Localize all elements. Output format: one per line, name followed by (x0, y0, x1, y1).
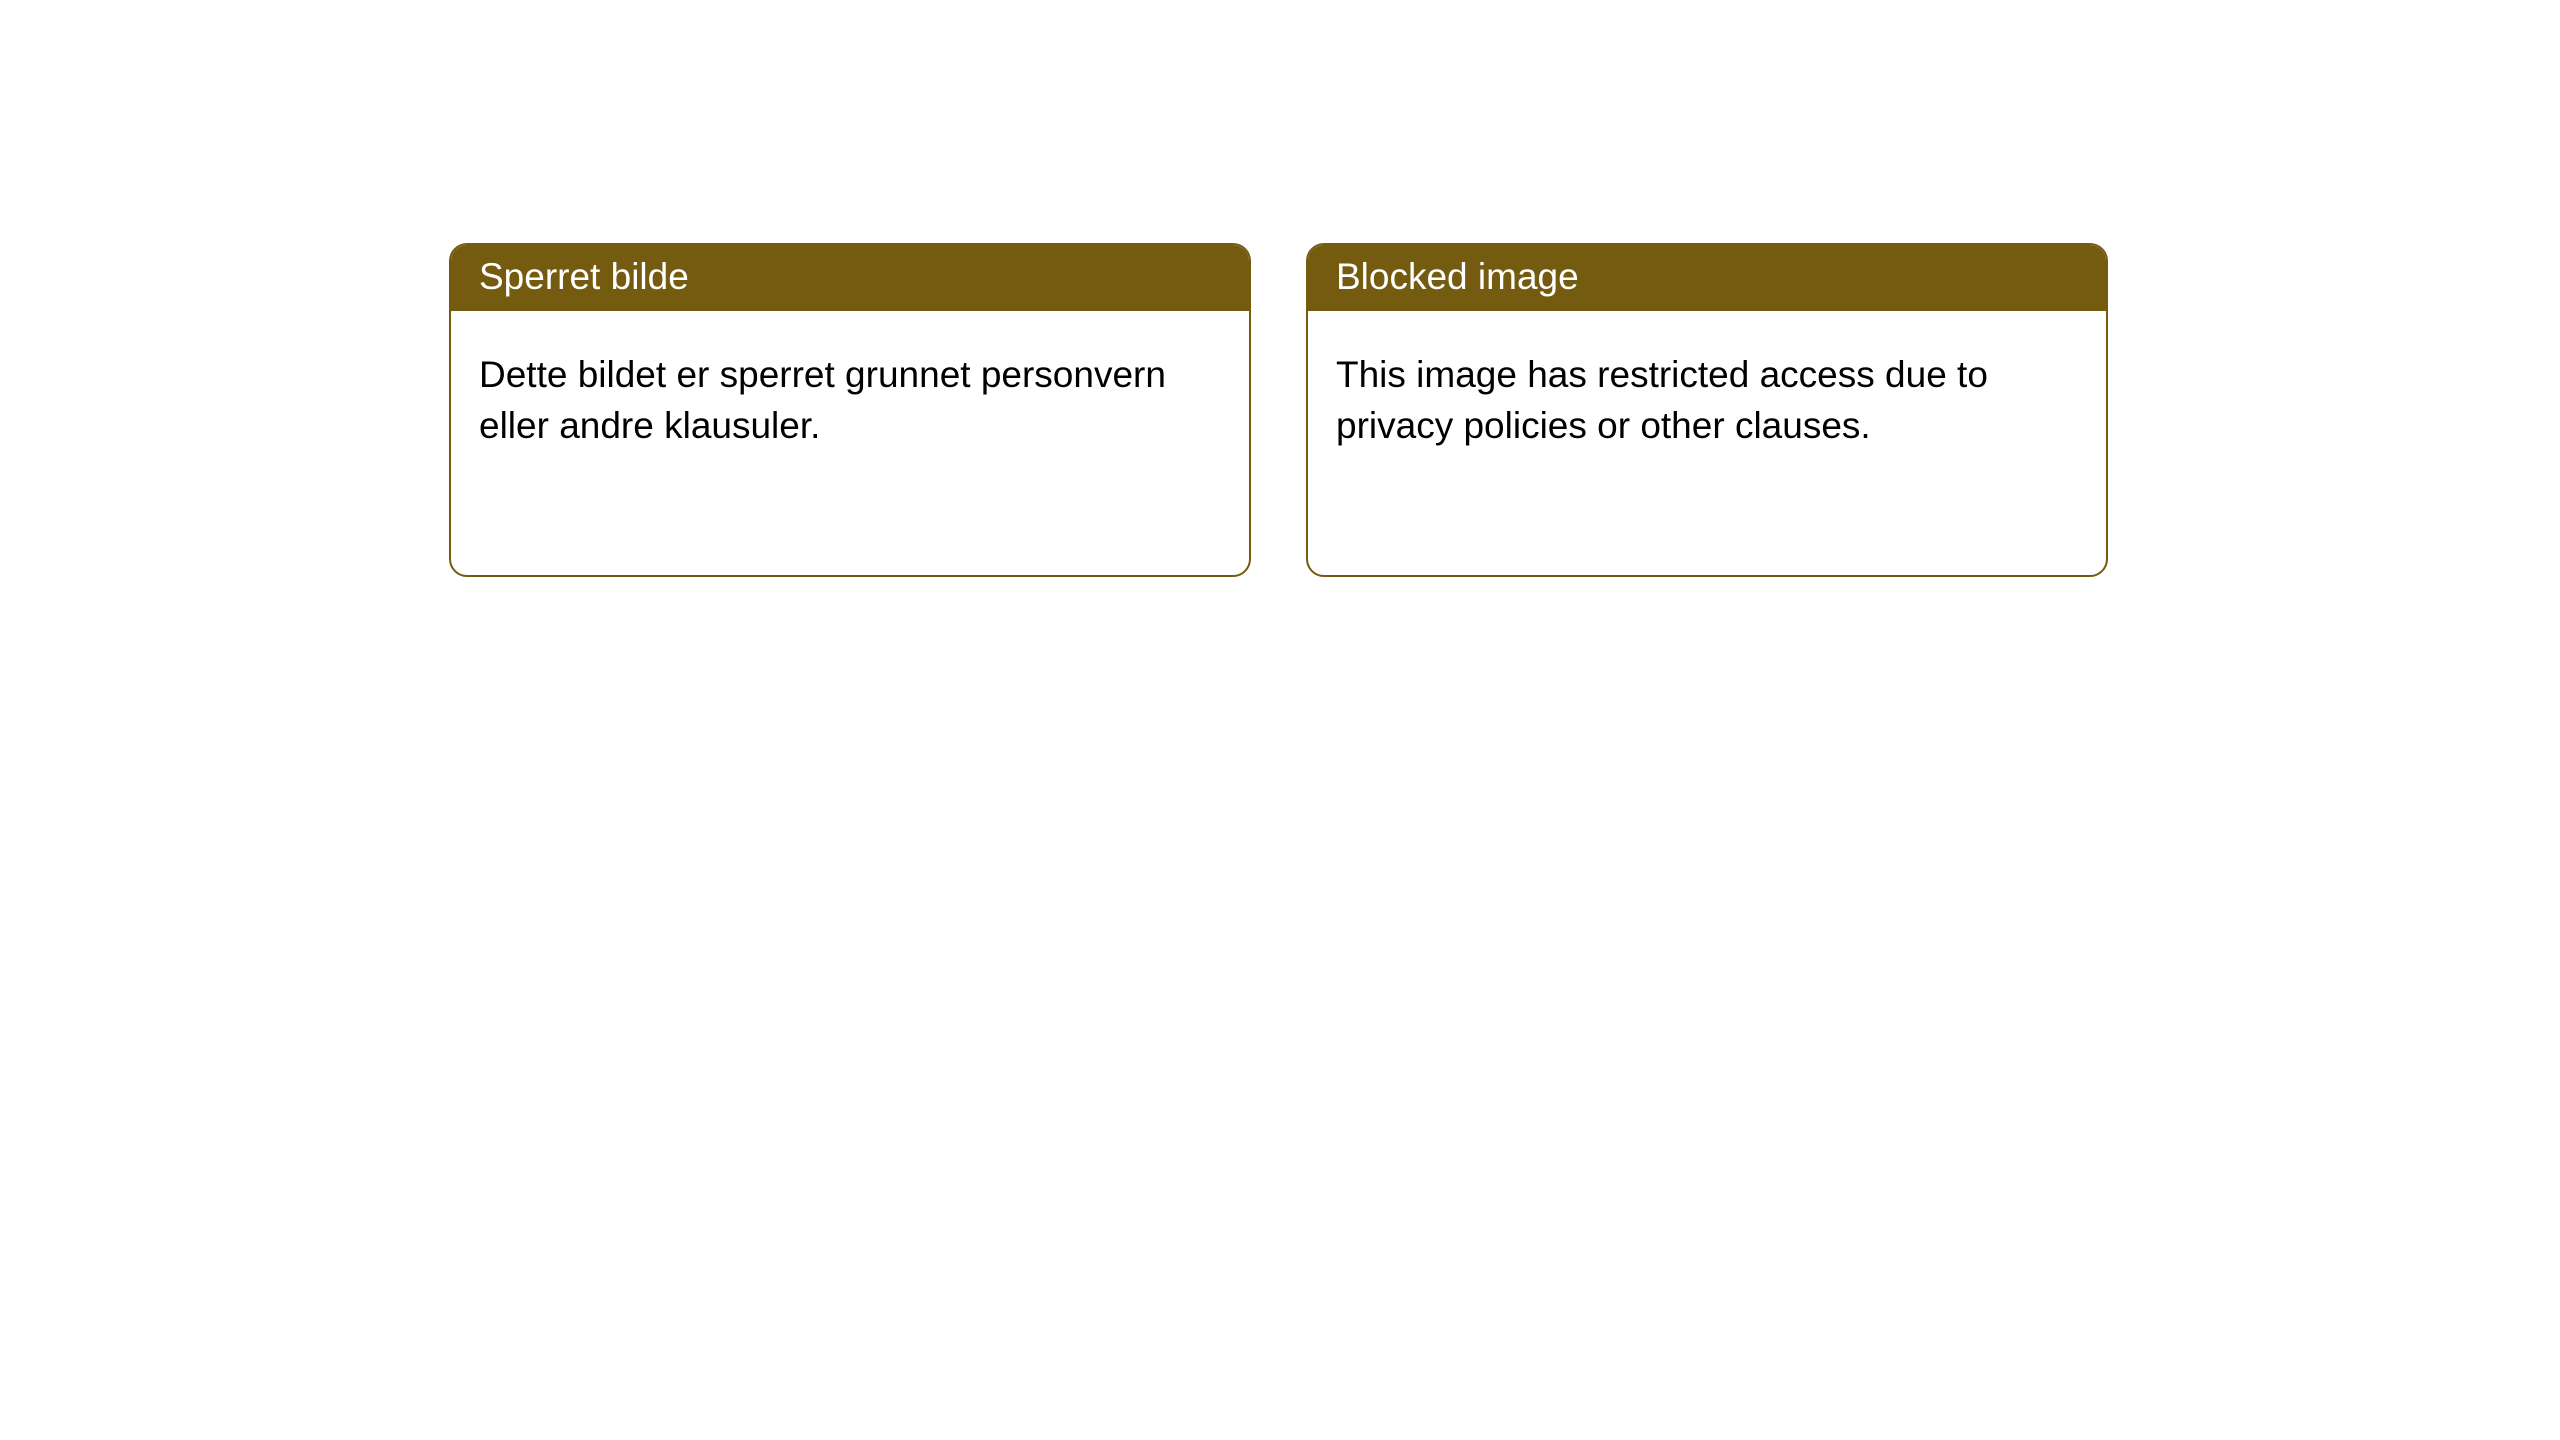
card-header: Blocked image (1308, 245, 2106, 311)
card-message: This image has restricted access due to … (1336, 354, 1988, 446)
notice-card-container: Sperret bilde Dette bildet er sperret gr… (0, 0, 2560, 577)
card-message: Dette bildet er sperret grunnet personve… (479, 354, 1166, 446)
card-title: Blocked image (1336, 256, 1579, 297)
card-body: This image has restricted access due to … (1308, 311, 2106, 479)
card-body: Dette bildet er sperret grunnet personve… (451, 311, 1249, 479)
notice-card-norwegian: Sperret bilde Dette bildet er sperret gr… (449, 243, 1251, 577)
card-header: Sperret bilde (451, 245, 1249, 311)
card-title: Sperret bilde (479, 256, 689, 297)
notice-card-english: Blocked image This image has restricted … (1306, 243, 2108, 577)
